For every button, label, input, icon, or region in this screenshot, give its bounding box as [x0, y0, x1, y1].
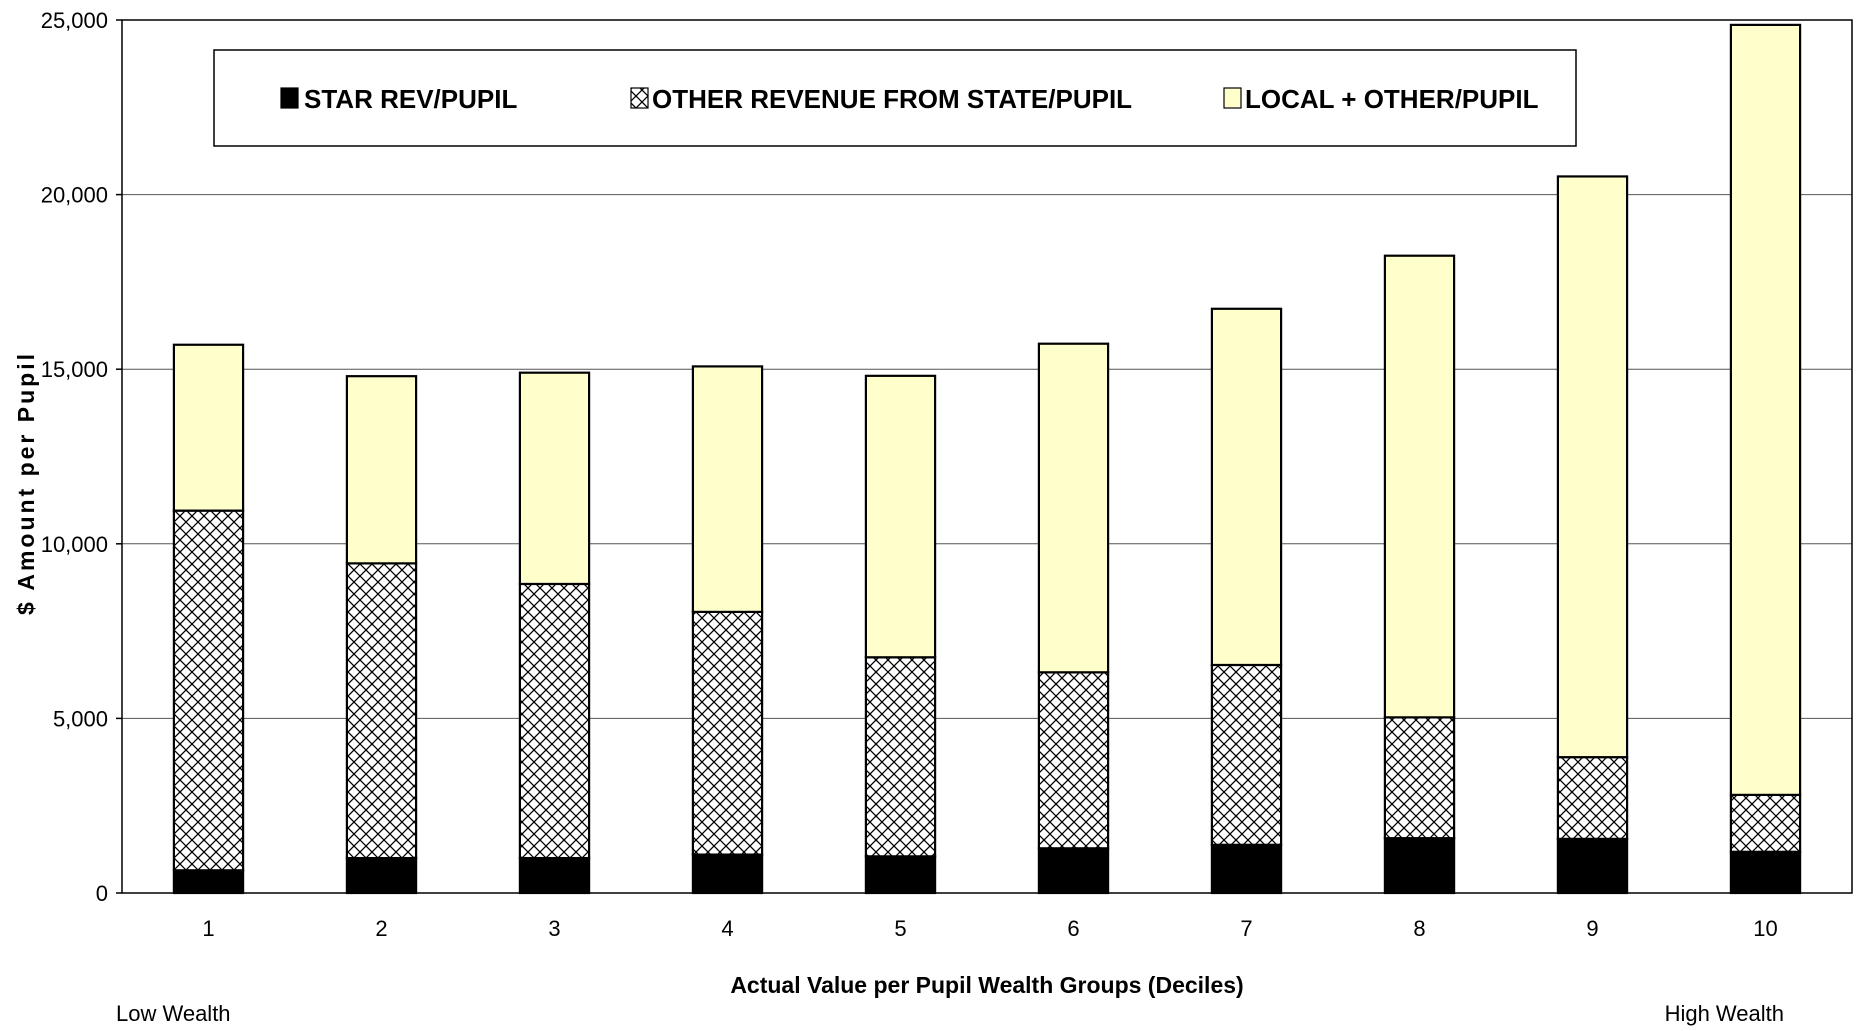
bar-segment-local-3 — [518, 371, 591, 586]
x-tick-label: 5 — [894, 916, 906, 941]
bar-segment-other-state-8 — [1383, 716, 1456, 840]
y-tick-label: 15,000 — [41, 357, 108, 382]
bar-segment-other-state-9 — [1556, 756, 1629, 840]
bar-segment-star-1 — [172, 869, 245, 895]
legend-swatch-star — [280, 87, 299, 109]
bar-segment-star-6 — [1037, 847, 1110, 895]
bar-segment-star-8 — [1383, 837, 1456, 895]
bar-segment-local-7 — [1210, 307, 1283, 667]
plot-area-frame — [121, 19, 1853, 894]
x-axis-title: Actual Value per Pupil Wealth Groups (De… — [730, 972, 1243, 998]
high-wealth-label: High Wealth — [1665, 1001, 1784, 1026]
x-tick-label: 8 — [1413, 916, 1425, 941]
bar-segment-other-state-4 — [691, 610, 764, 856]
y-tick-label: 0 — [96, 881, 108, 906]
bar-segment-star-7 — [1210, 843, 1283, 895]
bar-segment-local-8 — [1383, 254, 1456, 719]
bar-segment-star-2 — [345, 856, 418, 895]
bar-segment-star-4 — [691, 853, 764, 895]
bar-segment-star-9 — [1556, 837, 1629, 895]
legend-swatch-other-state — [630, 87, 649, 109]
bar-segment-star-5 — [864, 855, 937, 895]
x-tick-label: 10 — [1753, 916, 1777, 941]
bar-segment-local-1 — [172, 343, 245, 512]
bar-segment-other-state-6 — [1037, 671, 1110, 850]
x-tick-label: 4 — [721, 916, 733, 941]
bar-segment-local-4 — [691, 365, 764, 613]
bar-segment-other-state-2 — [345, 562, 418, 860]
y-tick-label: 25,000 — [41, 8, 108, 33]
legend-label-other-state: OTHER REVENUE FROM STATE/PUPIL — [652, 84, 1132, 114]
bar-segment-other-state-7 — [1210, 663, 1283, 846]
legend-box — [213, 49, 1577, 147]
x-tick-label: 6 — [1067, 916, 1079, 941]
bar-segment-other-state-1 — [172, 509, 245, 872]
bar-segment-other-state-10 — [1729, 793, 1802, 853]
y-tick-label: 20,000 — [41, 183, 108, 208]
bar-segment-other-state-3 — [518, 582, 591, 860]
bar-segment-star-3 — [518, 856, 591, 895]
bar-segment-star-10 — [1729, 850, 1802, 895]
bar-segment-local-5 — [864, 374, 937, 659]
low-wealth-label: Low Wealth — [116, 1001, 231, 1026]
legend: STAR REV/PUPIL OTHER REVENUE FROM STATE/… — [213, 49, 1577, 147]
x-tick-label: 3 — [548, 916, 560, 941]
y-axis-tick-labels: 0 5,000 10,000 15,000 20,000 25,000 — [41, 8, 122, 906]
x-tick-label: 7 — [1240, 916, 1252, 941]
x-tick-label: 9 — [1586, 916, 1598, 941]
x-axis-tick-labels: 1 2 3 4 5 6 7 8 9 10 — [202, 916, 1777, 941]
bar-segment-local-9 — [1556, 175, 1629, 759]
x-tick-label: 2 — [375, 916, 387, 941]
x-tick-label: 1 — [202, 916, 214, 941]
bar-segment-local-6 — [1037, 342, 1110, 674]
bar-segment-local-2 — [345, 375, 418, 565]
legend-label-local: LOCAL + OTHER/PUPIL — [1245, 84, 1539, 114]
legend-swatch-local — [1223, 87, 1242, 109]
y-axis-title: $ Amount per Pupil — [13, 351, 39, 615]
bars-layer — [172, 23, 1802, 895]
bar-segment-other-state-5 — [864, 656, 937, 858]
y-tick-label: 5,000 — [53, 706, 108, 731]
bar-segment-local-10 — [1729, 23, 1802, 796]
legend-label-star: STAR REV/PUPIL — [304, 84, 517, 114]
y-tick-label: 10,000 — [41, 532, 108, 557]
